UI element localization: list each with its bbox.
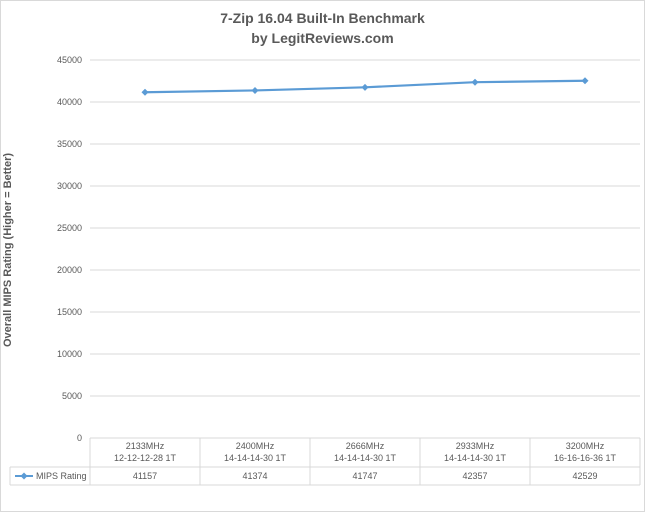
data-point (581, 77, 589, 85)
data-point (361, 83, 369, 91)
data-point (251, 86, 259, 94)
y-tick-label: 25000 (57, 223, 82, 233)
y-tick-label: 35000 (57, 139, 82, 149)
x-tick-label: 14-14-14-30 1T (334, 453, 397, 463)
data-table-value: 42529 (572, 471, 597, 481)
y-tick-label: 30000 (57, 181, 82, 191)
y-tick-label: 20000 (57, 265, 82, 275)
data-table-value: 41374 (242, 471, 267, 481)
data-table-value: 42357 (462, 471, 487, 481)
data-table-value: 41157 (133, 471, 157, 481)
y-tick-label: 45000 (57, 55, 82, 65)
data-point (141, 88, 149, 96)
x-tick-label: 2933MHz (456, 441, 495, 451)
x-tick-label: 14-14-14-30 1T (444, 453, 507, 463)
x-tick-label: 2133MHz (126, 441, 165, 451)
y-tick-label: 5000 (62, 391, 82, 401)
data-table-value: 41747 (352, 471, 377, 481)
x-tick-label: 3200MHz (566, 441, 605, 451)
x-tick-label: 2666MHz (346, 441, 385, 451)
legend-marker (20, 472, 28, 480)
y-tick-label: 0 (77, 433, 82, 443)
x-tick-label: 14-14-14-30 1T (224, 453, 287, 463)
y-tick-label: 40000 (57, 97, 82, 107)
x-tick-label: 12-12-12-28 1T (114, 453, 177, 463)
x-tick-label: 2400MHz (236, 441, 275, 451)
legend-label: MIPS Rating (36, 471, 87, 481)
chart-subtitle: by LegitReviews.com (251, 30, 394, 46)
y-tick-label: 10000 (57, 349, 82, 359)
y-tick-label: 15000 (57, 307, 82, 317)
x-tick-label: 16-16-16-36 1T (554, 453, 617, 463)
chart-title: 7-Zip 16.04 Built-In Benchmark (220, 10, 425, 26)
data-point (471, 78, 479, 86)
